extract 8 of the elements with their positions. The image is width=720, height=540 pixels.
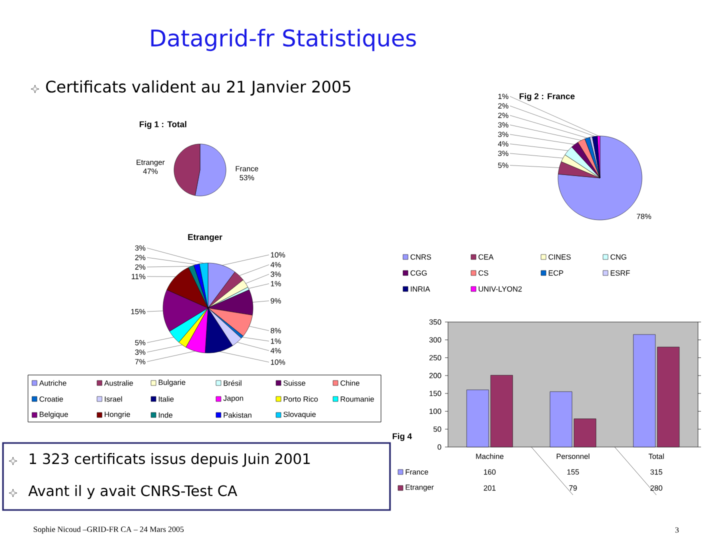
- chart-title: Fig 2 : France: [520, 93, 575, 101]
- text: 1 323 certificats issus depuis Juin 2001: [30, 453, 310, 467]
- text: Fig 4: [392, 433, 412, 441]
- text: Datagrid-fr Statistiques: [151, 28, 416, 52]
- chart-title: Fig 1 : Total: [140, 121, 186, 129]
- text: Certificats valident au 21 Janvier 2005: [46, 80, 350, 96]
- chart-title: Etranger: [188, 234, 222, 242]
- text: Avant il y avait CNRS-Test CA: [28, 485, 238, 499]
